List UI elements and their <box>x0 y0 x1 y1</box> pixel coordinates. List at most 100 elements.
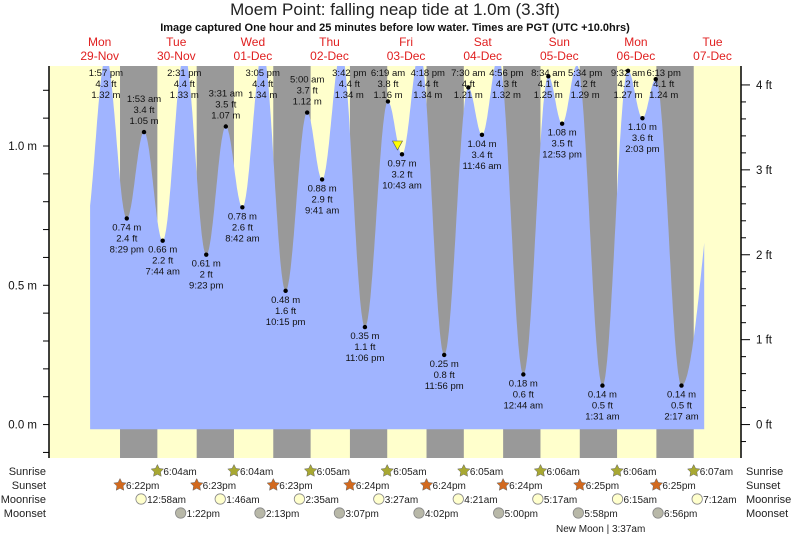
low-tide-label-line: 10:15 pm <box>266 317 306 328</box>
high-tide-label: 8:34 am4.1 ft1.25 m <box>531 68 565 101</box>
sunrise-time: 6:06am <box>623 467 656 478</box>
low-tide-label-line: 3.4 ft <box>471 150 492 161</box>
moonrise-row-label-right: Moonrise <box>746 494 791 506</box>
tide-water-area <box>90 66 705 430</box>
moonrise-time: 3:27am <box>385 495 418 506</box>
high-tide-label-line: 4.4 ft <box>417 79 438 90</box>
sunrise-icon <box>533 463 548 477</box>
day-labels: Mon29-NovTue30-NovWed01-DecThu02-DecFri0… <box>80 35 731 63</box>
low-tide-label: 1.10 m3.6 ft2:03 pm <box>625 122 659 155</box>
moonrise-time: 2:35am <box>305 495 338 506</box>
extreme-dot <box>399 152 405 157</box>
low-tide-label-line: 10:43 am <box>382 180 422 191</box>
extreme-dot <box>283 288 288 294</box>
low-tide-label-line: 0.6 ft <box>513 389 534 400</box>
high-tide-label-line: 3.7 ft <box>297 86 318 97</box>
day-label-date: 07-Dec <box>693 49 732 63</box>
extreme-dot <box>625 68 631 73</box>
high-tide-label: 1:57 pm4.3 ft1.32 m <box>89 68 123 101</box>
sunset-time: 6:24pm <box>433 481 466 492</box>
sunset-time: 6:24pm <box>356 481 389 492</box>
moonrise-icon <box>293 493 306 505</box>
low-tide-label-line: 12:44 am <box>503 400 543 411</box>
moonset-icon <box>333 507 346 519</box>
sunrise-icon <box>457 463 471 477</box>
low-tide-label-line: 0.61 m <box>192 259 221 270</box>
sunrise-icon <box>380 463 394 477</box>
moonset-time: 3:07pm <box>345 509 378 520</box>
sunrise-time: 6:05am <box>470 467 503 478</box>
chart-title: Moem Point: falling neap tide at 1.0m (3… <box>230 0 560 19</box>
high-tide-label-line: 3:31 am <box>209 89 243 100</box>
extreme-dot <box>679 383 684 388</box>
moonset-icon <box>493 507 505 519</box>
moonrise-row-label: Moonrise <box>1 494 46 506</box>
low-tide-label-line: 8:29 pm <box>110 244 144 255</box>
low-tide-label-line: 0.97 m <box>387 158 416 169</box>
low-tide-label-line: 1.08 m <box>548 128 577 139</box>
sunrise-row-label-right: Sunrise <box>746 466 783 478</box>
high-tide-label-line: 1.07 m <box>211 111 240 122</box>
moonset-time: 6:56pm <box>664 509 697 520</box>
sunrise-time: 6:05am <box>317 467 350 478</box>
moon-phase: New Moon | 3:37am <box>556 524 645 535</box>
high-tide-label: 2:31 pm4.4 ft1.33 m <box>167 68 201 101</box>
extreme-dot <box>385 99 391 104</box>
low-tide-label-line: 2.6 ft <box>232 222 253 233</box>
high-tide-label: 7:30 am4 ft1.21 m <box>451 68 485 101</box>
moonrise-time: 4:21am <box>464 495 497 506</box>
sunrise-time: 6:04am <box>240 467 273 478</box>
high-tide-label: 3:31 am3.5 ft1.07 m <box>209 89 243 122</box>
moonset-time: 2:13pm <box>266 509 299 520</box>
high-tide-label-line: 4.4 ft <box>174 79 195 90</box>
left-tick-label: 1.0 m <box>8 141 37 153</box>
moonset-time: 1:22pm <box>187 509 220 520</box>
high-tide-label-line: 1.24 m <box>649 90 678 101</box>
high-tide-label-line: 4.2 ft <box>575 79 596 90</box>
high-tide-label-line: 4.4 ft <box>339 79 360 90</box>
high-tide-label-line: 3.4 ft <box>133 105 154 116</box>
extreme-dot <box>653 76 658 82</box>
day-label-dow: Sat <box>474 35 493 49</box>
low-tide-label-line: 0.18 m <box>509 378 538 389</box>
sunset-icon <box>649 477 664 491</box>
extreme-dot <box>319 177 325 182</box>
day-label-dow: Tue <box>702 35 723 49</box>
low-tide-label: 0.88 m2.9 ft9:41 am <box>305 183 339 216</box>
day-label-dow: Thu <box>319 35 340 49</box>
day-label-dow: Tue <box>166 35 187 49</box>
low-tide-label-line: 3.2 ft <box>391 169 412 180</box>
moonset-icon <box>572 507 584 519</box>
sunset-time: 6:25pm <box>662 481 695 492</box>
day-label-date: 04-Dec <box>463 49 502 63</box>
sunset-time: 6:25pm <box>586 481 619 492</box>
high-tide-label: 4:18 pm4.4 ft1.34 m <box>411 68 445 101</box>
low-tide-label-line: 0.48 m <box>271 295 300 306</box>
day-label-date: 30-Nov <box>157 49 196 63</box>
low-tide-label-line: 1.1 ft <box>354 342 375 353</box>
low-tide-label-line: 12:53 pm <box>542 150 582 161</box>
high-tide-label-line: 1.16 m <box>373 90 402 101</box>
high-tide-label-line: 4.1 ft <box>538 79 559 90</box>
low-tide-label-line: 2.4 ft <box>116 233 137 244</box>
high-tide-label-line: 8:34 am <box>531 68 565 79</box>
low-tide-label-line: 0.88 m <box>308 183 337 194</box>
right-tick-label: 0 ft <box>756 420 773 432</box>
moonrise-icon <box>532 493 544 505</box>
low-tide-label-line: 7:44 am <box>146 267 180 278</box>
high-tide-label-line: 4 ft <box>462 79 476 90</box>
high-tide-label-line: 4:56 pm <box>489 68 523 79</box>
high-tide-label-line: 4.3 ft <box>496 79 517 90</box>
astronomy-rows: Sunrise Sunrise 6:04am 6:04am 6:05am 6:05am 6:… <box>1 463 791 520</box>
high-tide-label-line: 1.32 m <box>91 90 120 101</box>
right-tick-label: 3 ft <box>756 165 773 177</box>
high-tide-label-line: 1.32 m <box>492 90 521 101</box>
high-tide-label: 9:32 am4.2 ft1.27 m <box>611 68 645 101</box>
extreme-dot <box>141 129 147 135</box>
sunset-time: 6:23pm <box>279 481 312 492</box>
chart-subtitle: Image captured One hour and 25 minutes b… <box>160 22 630 34</box>
high-tide-label: 5:00 am3.7 ft1.12 m <box>290 75 324 108</box>
